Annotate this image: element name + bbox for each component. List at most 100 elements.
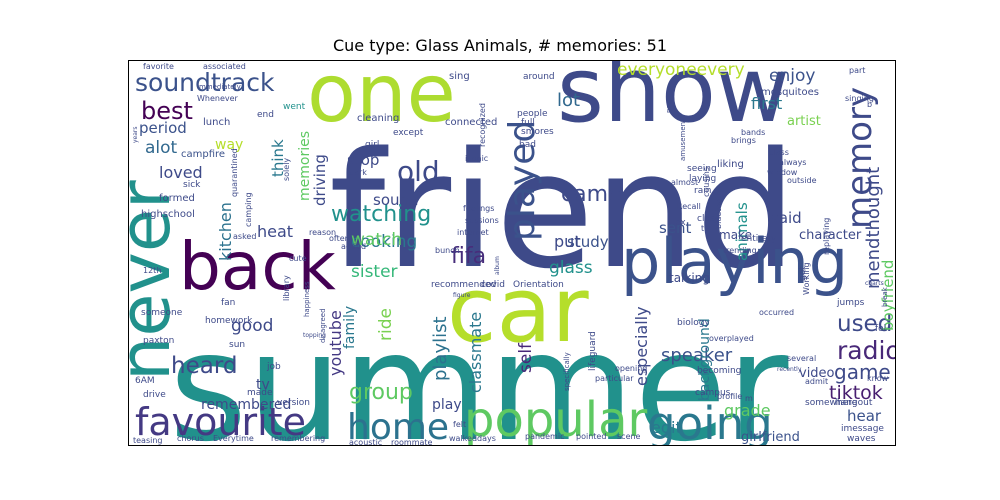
word-youtube: youtube	[326, 310, 345, 376]
word-12th: 12th	[143, 266, 161, 275]
word-brings: brings	[731, 136, 756, 145]
word-mendthought: mendthought	[863, 167, 884, 289]
word-watch: watch	[351, 230, 402, 250]
word-paxton: paxton	[143, 336, 174, 346]
word-roommate: roommate	[391, 438, 433, 445]
word-bad: bad	[519, 140, 536, 150]
word-summer: summer	[169, 301, 789, 445]
word-girlfriend: girlfriend	[741, 430, 800, 445]
word-alot: alot	[145, 138, 178, 158]
word-rain: rain	[694, 186, 711, 196]
word-becoming: becoming	[697, 366, 741, 376]
word-almost: almost	[671, 178, 698, 187]
word-pandemic: pandemic	[525, 432, 564, 441]
word-job: job	[266, 362, 281, 372]
word-window: window	[767, 168, 798, 177]
word-singing: singing	[845, 94, 874, 103]
word-sound: sound	[373, 191, 419, 209]
word-period: period	[139, 119, 187, 137]
word-th: th	[701, 224, 709, 233]
word-highschool: highschool	[141, 209, 195, 220]
word-figure: figure	[453, 292, 471, 299]
word-smores: smores	[521, 127, 554, 137]
word-version: version	[277, 398, 310, 408]
word-laying: laying	[689, 174, 716, 184]
word-overplayed: overplayed	[709, 334, 754, 343]
word-heard: heard	[171, 353, 237, 379]
word-speaker: speaker	[661, 345, 733, 366]
word-associated: associated	[203, 62, 246, 71]
word-orientation: Orientation	[513, 280, 564, 290]
word-cousins: cousins	[702, 167, 711, 197]
word-asked: asked	[233, 232, 256, 241]
word-solely: solely	[282, 158, 291, 181]
word-artist: artist	[787, 114, 821, 129]
word-whenever: Whenever	[197, 94, 239, 103]
word-stop: stop	[347, 151, 379, 169]
word-iconic: iconic	[465, 154, 488, 163]
word-sing: sing	[449, 71, 470, 82]
word-remembering: remembering	[271, 434, 325, 443]
word-fifa: fifa	[451, 244, 486, 269]
word-never: never	[129, 180, 186, 381]
word-camping: camping	[244, 192, 253, 227]
word-talking: talking	[669, 271, 710, 285]
word-one: one	[307, 61, 456, 140]
word-years: years	[132, 126, 139, 143]
word-car: car	[447, 258, 589, 363]
word-best: best	[141, 97, 193, 125]
word-felt: felt	[453, 420, 466, 429]
word-m: m	[745, 394, 753, 403]
word-campus: campus	[695, 388, 731, 398]
word-connected: connected	[445, 117, 497, 128]
word-scene: scene	[617, 432, 641, 441]
word-got: got	[798, 266, 808, 281]
word-someone: someone	[141, 308, 183, 318]
word-break: break	[881, 286, 889, 307]
word-occurred: occurred	[759, 308, 794, 317]
word-said: said	[771, 209, 802, 227]
word-grade: grade	[724, 401, 771, 420]
word-library: library	[282, 275, 291, 301]
word-bluetooth: bluetooth	[714, 191, 723, 229]
word-put: put	[554, 232, 581, 251]
word-game: game	[834, 360, 891, 384]
word-amusement: amusement	[679, 119, 687, 161]
word-close: close	[697, 214, 721, 224]
word-character: character	[799, 228, 862, 243]
word-background: background	[697, 318, 713, 401]
word-lunch: lunch	[203, 117, 230, 128]
word-memory: memory	[840, 87, 880, 229]
word-girl: girl	[365, 140, 379, 150]
word-ride: ride	[376, 308, 396, 341]
word-acoustic: acoustic	[349, 438, 382, 445]
word-heat: heat	[257, 222, 293, 241]
word-recommended: recommended	[431, 280, 496, 290]
word-video: video	[799, 366, 835, 381]
word-everytime: Everytime	[213, 434, 254, 443]
word-working: Working	[802, 262, 811, 295]
word-except: except	[393, 128, 424, 138]
word-liking: liking	[717, 159, 744, 170]
word-often: often	[329, 234, 350, 243]
word-cute: cute	[289, 254, 307, 263]
word-remembered: remembered	[201, 397, 291, 413]
word-end: end	[257, 110, 274, 120]
word-play: play	[432, 397, 462, 413]
word-hear: hear	[847, 407, 882, 425]
word-internet: internet	[457, 228, 489, 237]
word-ex: ex	[675, 218, 686, 228]
word-home: home	[347, 407, 449, 445]
word-boyfriend: boyfriend	[879, 260, 895, 331]
word-people: people	[517, 109, 548, 119]
word-waves: waves	[847, 434, 876, 444]
word-self: self	[516, 342, 536, 373]
word-show: show	[557, 61, 790, 143]
word-tv: tv	[256, 377, 270, 393]
word-quarantined: quarantined	[230, 148, 239, 197]
word-especially: especially	[632, 306, 651, 386]
word-watching: watching	[331, 202, 431, 227]
word-formed: formed	[159, 193, 195, 204]
word-memories: memories	[297, 131, 313, 201]
